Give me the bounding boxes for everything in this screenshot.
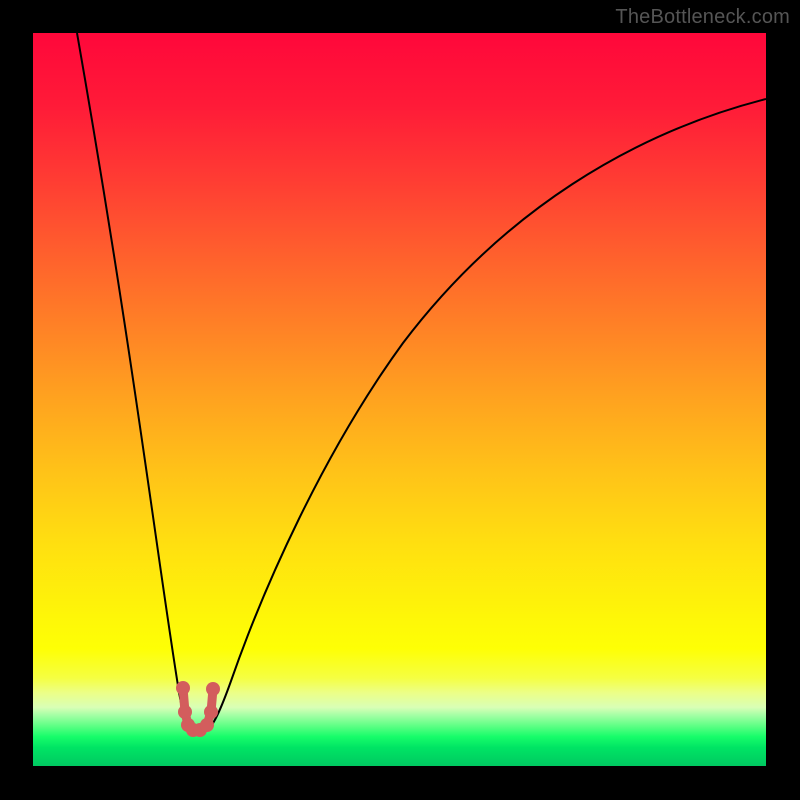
plot-area — [33, 33, 766, 766]
marker-point — [200, 718, 214, 732]
marker-point — [204, 705, 218, 719]
marker-point — [206, 682, 220, 696]
watermark-text: TheBottleneck.com — [615, 6, 790, 29]
plot-svg — [33, 33, 766, 766]
chart-container: TheBottleneck.com — [0, 0, 800, 800]
bottleneck-curve — [77, 33, 766, 732]
marker-point — [176, 681, 190, 695]
marker-point — [178, 705, 192, 719]
